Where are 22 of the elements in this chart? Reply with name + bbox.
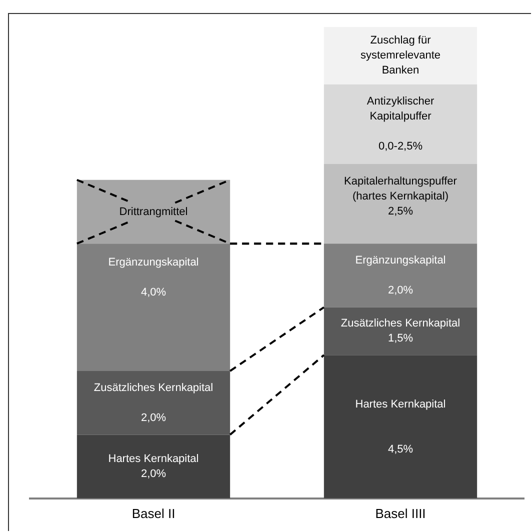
text: Ergänzungskapital 2,0% bbox=[355, 254, 446, 296]
x-tick-label: Basel II bbox=[132, 506, 176, 521]
bar bbox=[324, 84, 478, 164]
data-label: Drittrangmittel bbox=[119, 206, 188, 218]
bar bbox=[76, 434, 230, 498]
text: Hartes Kernkapital 4,5% bbox=[355, 398, 446, 456]
text: Zusätzliches Kernkapital 2,0% bbox=[94, 382, 214, 424]
bar bbox=[324, 244, 478, 308]
data-label: Zuschlag für systemrelevante Banken bbox=[360, 34, 441, 77]
text: Ergänzungskapital 4,0% bbox=[108, 256, 199, 298]
bar bbox=[324, 27, 478, 84]
bar bbox=[324, 355, 478, 498]
data-label: Hartes Kernkapital 2,0% bbox=[108, 453, 199, 480]
bar bbox=[324, 307, 478, 356]
x-tick-label: Basel IIII bbox=[375, 506, 426, 521]
bar bbox=[76, 244, 230, 371]
bar bbox=[76, 180, 230, 244]
bar bbox=[76, 370, 230, 435]
data-label: Kapitalerhaltungspuffer (hartes Kernkapital) 2,5% bbox=[344, 175, 458, 218]
bar bbox=[324, 164, 478, 244]
data-label: Zusätzliches Kernkapital 1,5% bbox=[340, 318, 460, 345]
text: Antizyklischer Kapitalpuffer 0,0-2,5% bbox=[366, 96, 434, 153]
